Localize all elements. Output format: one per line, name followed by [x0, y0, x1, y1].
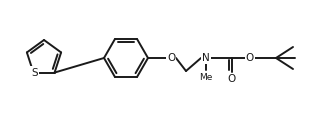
Text: N: N: [202, 53, 210, 63]
Text: S: S: [31, 68, 38, 78]
Text: Me: Me: [199, 73, 213, 81]
Text: O: O: [246, 53, 254, 63]
Text: O: O: [167, 53, 175, 63]
Text: O: O: [228, 74, 236, 84]
